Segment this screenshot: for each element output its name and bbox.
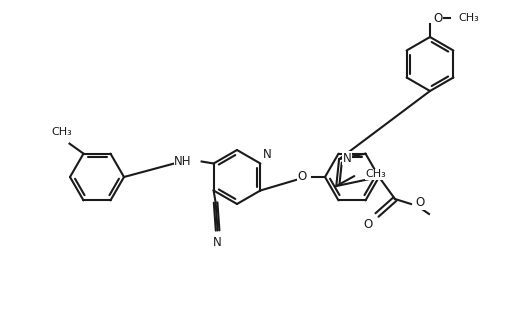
Text: NH: NH xyxy=(174,155,192,168)
Text: CH₃: CH₃ xyxy=(458,13,479,23)
Text: O: O xyxy=(364,218,373,231)
Text: O: O xyxy=(415,196,424,210)
Text: O: O xyxy=(298,170,307,184)
Text: N: N xyxy=(213,237,222,249)
Text: CH₃: CH₃ xyxy=(51,127,72,137)
Text: O: O xyxy=(433,12,442,24)
Text: CH₃: CH₃ xyxy=(365,169,386,179)
Text: N: N xyxy=(343,152,352,165)
Text: N: N xyxy=(263,148,271,162)
